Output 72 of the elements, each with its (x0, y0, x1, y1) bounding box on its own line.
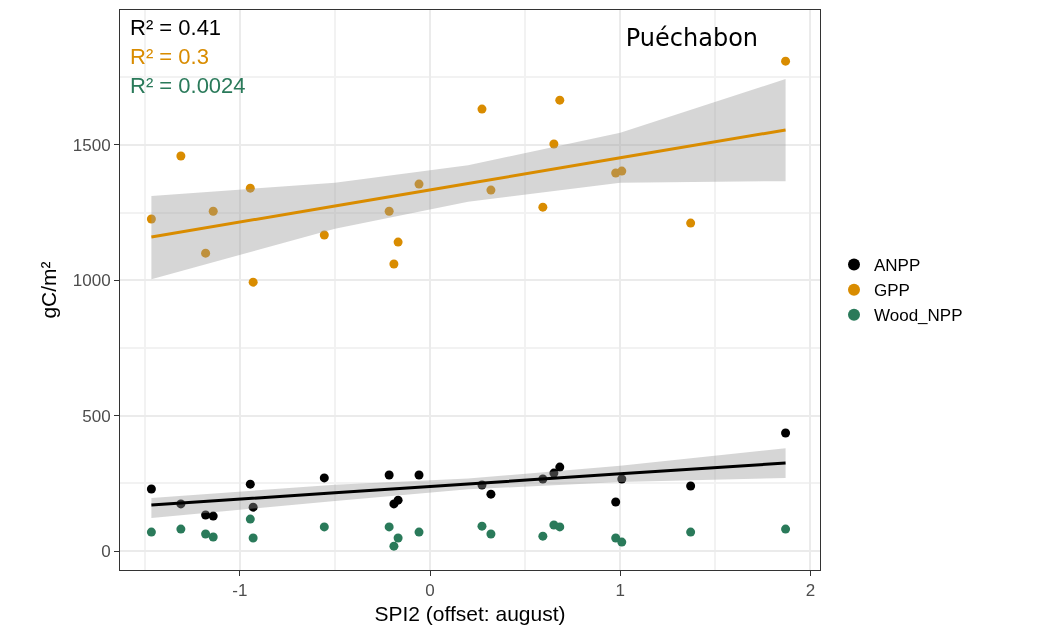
point (389, 259, 399, 269)
point (538, 531, 548, 541)
point (248, 533, 258, 543)
point (393, 495, 403, 505)
annotation: R² = 0.41 (130, 15, 222, 40)
point (549, 468, 559, 478)
point (414, 470, 424, 480)
point (555, 522, 565, 532)
y-axis-title: gC/m² (36, 261, 60, 319)
legend-label: ANPP (874, 256, 921, 276)
point (486, 529, 496, 539)
legend-label: Wood_NPP (874, 306, 963, 326)
x-tick-label: 1 (615, 581, 625, 601)
x-axis-title: SPI2 (offset: august) (374, 601, 566, 625)
point (146, 214, 156, 224)
x-tick-label: -1 (232, 581, 248, 601)
point (201, 529, 211, 539)
point (319, 230, 329, 240)
point (176, 151, 186, 161)
point (393, 237, 403, 247)
line-series (149, 128, 788, 239)
point (617, 166, 627, 176)
point (617, 474, 627, 484)
point (319, 522, 329, 532)
point (486, 185, 496, 195)
annotation: R² = 0.3 (130, 44, 209, 69)
point (208, 532, 218, 542)
point (319, 473, 329, 483)
point (555, 95, 565, 105)
point (176, 524, 186, 534)
point (611, 497, 621, 507)
y-tick-label: 500 (82, 406, 111, 426)
point (538, 202, 548, 212)
x-tick-label: 0 (425, 581, 435, 601)
point (781, 428, 791, 438)
x-tick-label: 2 (805, 581, 816, 601)
point (393, 533, 403, 543)
point (781, 56, 791, 66)
point (245, 514, 255, 524)
text: Puéchabon (625, 23, 759, 52)
line-series (149, 461, 788, 507)
point (686, 481, 696, 491)
point (477, 521, 487, 531)
point (384, 470, 394, 480)
point (201, 510, 211, 520)
point (555, 462, 565, 472)
point (248, 277, 258, 287)
point (208, 206, 218, 216)
point (201, 248, 211, 258)
point (389, 541, 399, 551)
annotation: R² = 0.0024 (130, 73, 246, 98)
point (486, 489, 496, 499)
point (781, 524, 791, 534)
point (686, 218, 696, 228)
point (549, 139, 559, 149)
point (384, 522, 394, 532)
point (245, 183, 255, 193)
point (617, 537, 627, 547)
legend-label: GPP (874, 281, 910, 301)
point (477, 104, 487, 114)
point (245, 479, 255, 489)
point (248, 502, 258, 512)
point (414, 179, 424, 189)
y-tick-label: 1500 (72, 135, 111, 155)
point (146, 527, 156, 537)
point (414, 527, 424, 537)
point (146, 484, 156, 494)
y-tick-label: 0 (101, 541, 111, 561)
point (208, 511, 218, 521)
point (384, 206, 394, 216)
point (686, 527, 696, 537)
y-tick-label: 1000 (72, 271, 111, 291)
